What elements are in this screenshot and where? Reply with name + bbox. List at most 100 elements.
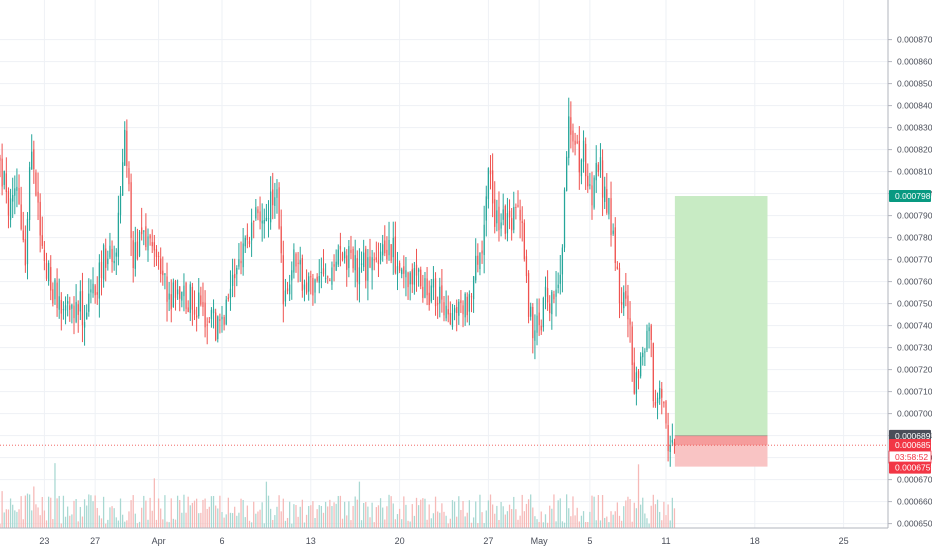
- volume-bar: [428, 504, 430, 528]
- volume-bar: [371, 502, 373, 528]
- volume-bar: [405, 504, 407, 528]
- volume-bar: [394, 519, 397, 528]
- volume-bar: [107, 519, 109, 528]
- volume-bar: [295, 505, 297, 528]
- volume-bar: [113, 508, 115, 528]
- candle-body: [236, 267, 238, 275]
- volume-bar: [191, 502, 194, 528]
- volume-bar: [308, 506, 310, 528]
- candle-body: [390, 244, 392, 261]
- candle-body: [310, 276, 312, 278]
- candle-body: [453, 308, 456, 313]
- candle-body: [113, 260, 115, 264]
- volume-bar: [225, 514, 227, 528]
- volume-bar: [52, 519, 54, 528]
- volume-bar: [415, 497, 418, 528]
- candle-body: [456, 307, 458, 314]
- x-tick-label: 25: [839, 536, 849, 546]
- volume-bar: [599, 520, 602, 528]
- volume-bar: [646, 518, 648, 528]
- candle-body: [623, 292, 625, 309]
- volume-bar: [386, 506, 388, 528]
- volume-bar: [132, 495, 134, 528]
- candle-body: [373, 259, 375, 261]
- candle-body: [47, 262, 50, 282]
- volume-bar: [652, 494, 654, 528]
- candle-body: [134, 242, 136, 269]
- position-zones[interactable]: [674, 196, 768, 467]
- candles: [0, 97, 676, 467]
- volume-bar: [350, 520, 352, 528]
- volume-bar: [642, 497, 644, 528]
- candle-body: [333, 264, 335, 267]
- profit-zone[interactable]: [674, 196, 768, 436]
- volume-bar: [86, 505, 88, 528]
- volume-bar: [54, 463, 56, 528]
- candle-body: [568, 116, 570, 158]
- volume-bar: [238, 512, 240, 528]
- volume-bar: [534, 516, 536, 528]
- candle-body: [437, 303, 439, 305]
- volume-bar: [635, 508, 638, 528]
- volume-bar: [229, 512, 232, 528]
- candle-body: [513, 207, 515, 230]
- candle-body: [41, 235, 43, 246]
- x-tick-label: 5: [587, 536, 592, 546]
- volume-bar: [441, 503, 443, 528]
- volume-bar: [407, 520, 409, 528]
- volume-bar: [375, 507, 377, 528]
- volume-bar: [576, 507, 578, 528]
- volume-bar: [253, 501, 255, 528]
- candle-body: [671, 440, 673, 443]
- volume-bar: [439, 512, 441, 528]
- volume-bar: [373, 522, 375, 528]
- volume-bar: [356, 499, 358, 528]
- candle-body: [661, 388, 663, 398]
- volume-bar: [396, 514, 399, 528]
- volume-bar: [149, 497, 151, 528]
- candle-body: [472, 276, 475, 300]
- volume-bar: [348, 501, 350, 528]
- volume-bar: [568, 508, 570, 528]
- volume-bar: [198, 513, 200, 528]
- candle-body: [162, 270, 164, 276]
- volume-bar: [365, 501, 367, 528]
- target-tag: [889, 190, 931, 203]
- candle-body: [141, 227, 143, 235]
- volume-bar: [521, 494, 523, 528]
- candle-body: [451, 312, 454, 327]
- volume-bar: [26, 493, 29, 528]
- volume-bar: [616, 502, 619, 528]
- candle-body: [56, 282, 58, 309]
- volume-bar: [538, 521, 540, 528]
- volume-bar: [553, 494, 555, 528]
- volume-bar: [637, 464, 640, 528]
- volume-bar: [246, 505, 249, 528]
- volume-bar: [398, 508, 401, 528]
- candle-body: [401, 269, 403, 275]
- candle-body: [126, 130, 128, 167]
- candle-body: [574, 140, 576, 145]
- candle-body: [527, 273, 530, 317]
- volume-bar: [267, 495, 270, 528]
- candle-body: [18, 187, 20, 204]
- open-loss-zone: [674, 435, 768, 446]
- candle-body: [174, 281, 177, 298]
- volume-bar: [202, 499, 204, 528]
- volume-bar: [511, 509, 513, 528]
- candle-body: [246, 234, 249, 241]
- volume-bar: [403, 496, 405, 528]
- volume-bar: [200, 512, 202, 528]
- candle-body: [305, 282, 308, 293]
- candle-body: [439, 286, 441, 304]
- candle-body: [346, 255, 348, 270]
- candle-body: [589, 184, 591, 186]
- x-tick-label: 23: [39, 536, 49, 546]
- volume-bar: [525, 503, 528, 528]
